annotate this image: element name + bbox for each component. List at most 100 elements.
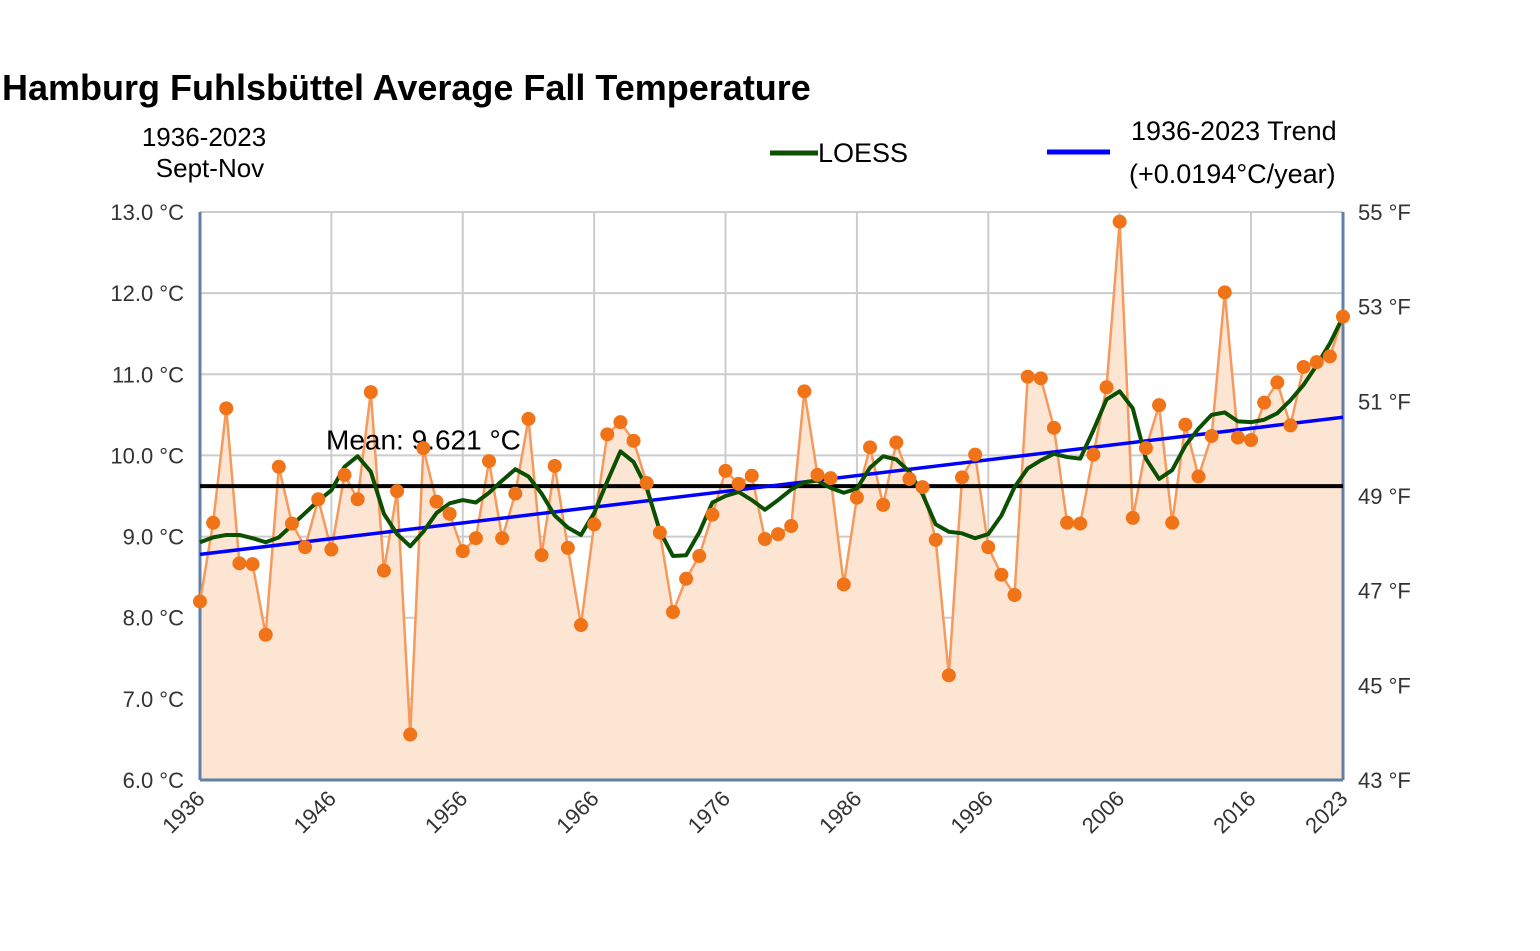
- x-tick-label: 2006: [1077, 786, 1129, 838]
- data-point: [692, 549, 707, 564]
- data-point: [1086, 447, 1101, 462]
- data-point: [574, 618, 588, 633]
- y-right-tick-label: 53 °F: [1358, 295, 1411, 320]
- x-tick-label: 1936: [157, 786, 209, 838]
- data-point: [1138, 441, 1153, 456]
- y-left-tick-label: 13.0 °C: [110, 200, 184, 225]
- y-right-tick-label: 47 °F: [1358, 579, 1411, 604]
- data-point: [468, 531, 483, 546]
- x-tick-label: 1946: [289, 786, 341, 838]
- data-point: [1283, 418, 1298, 433]
- data-point: [941, 668, 956, 683]
- subtitle-season: Sept-Nov: [156, 153, 264, 183]
- data-point: [193, 594, 207, 609]
- data-point: [284, 516, 299, 531]
- data-point: [1270, 375, 1285, 390]
- data-point: [1191, 469, 1206, 484]
- x-tick-label: 1956: [420, 786, 472, 838]
- y-right-tick-label: 45 °F: [1358, 673, 1411, 698]
- data-point: [639, 476, 654, 491]
- data-point: [324, 542, 339, 557]
- data-point: [665, 605, 680, 620]
- data-point: [1165, 515, 1180, 530]
- data-point: [1020, 369, 1035, 384]
- data-point: [1178, 417, 1193, 432]
- data-point: [376, 563, 391, 578]
- x-tick-label: 1996: [946, 786, 998, 838]
- y-left-tick-label: 9.0 °C: [123, 525, 184, 550]
- data-point: [784, 519, 799, 534]
- data-point: [731, 476, 746, 491]
- data-point: [337, 467, 352, 482]
- x-tick-label: 1976: [683, 786, 735, 838]
- data-point: [600, 427, 615, 442]
- data-point: [836, 577, 851, 592]
- data-point: [455, 544, 470, 559]
- chart-title: Hamburg Fuhlsbüttel Average Fall Tempera…: [2, 67, 811, 108]
- data-point: [1336, 309, 1350, 324]
- y-right-tick-label: 55 °F: [1358, 200, 1411, 225]
- data-point: [757, 532, 772, 547]
- data-point: [797, 384, 812, 399]
- data-point: [955, 470, 969, 485]
- y-left-tick-label: 7.0 °C: [123, 687, 184, 712]
- data-point: [206, 515, 221, 530]
- data-point: [652, 525, 667, 540]
- data-point: [849, 490, 864, 505]
- data-point: [744, 468, 759, 483]
- data-point: [1099, 380, 1114, 395]
- data-point: [810, 467, 825, 482]
- data-point: [245, 557, 260, 572]
- data-point: [350, 492, 365, 507]
- y-left-tick-label: 8.0 °C: [123, 606, 184, 631]
- data-point: [495, 531, 510, 546]
- data-point: [390, 484, 405, 499]
- data-point: [1060, 515, 1075, 530]
- data-point: [1125, 510, 1140, 525]
- data-point: [1309, 355, 1324, 370]
- data-point: [928, 532, 943, 547]
- x-tick-label: 1966: [551, 786, 603, 838]
- data-point: [679, 571, 694, 586]
- data-point: [968, 447, 983, 462]
- data-point: [1046, 420, 1061, 435]
- data-point: [626, 433, 641, 448]
- data-point: [823, 471, 838, 486]
- data-area-fill: [200, 221, 1343, 781]
- data-point: [298, 540, 313, 555]
- data-point: [1152, 398, 1167, 413]
- loess-line: [199, 315, 1345, 559]
- data-point: [508, 486, 523, 501]
- legend-trend-rate: (+0.0194°C/year): [1129, 159, 1336, 189]
- y-right-tick-label: 43 °F: [1358, 768, 1411, 793]
- data-point: [547, 458, 562, 473]
- data-point: [1322, 349, 1337, 364]
- x-tick-label: 1986: [814, 786, 866, 838]
- data-point: [915, 480, 930, 495]
- data-point: [902, 471, 917, 486]
- y-left-tick-label: 12.0 °C: [110, 281, 184, 306]
- y-right-tick-label: 49 °F: [1358, 484, 1411, 509]
- data-point: [771, 527, 786, 542]
- y-right-tick-label: 51 °F: [1358, 389, 1411, 414]
- data-point: [1204, 428, 1219, 443]
- data-point: [718, 463, 733, 478]
- x-tick-label: 2023: [1300, 786, 1352, 838]
- legend-loess-label: LOESS: [818, 138, 908, 168]
- data-point: [587, 517, 602, 532]
- data-point: [994, 567, 1009, 582]
- data-point: [363, 385, 378, 400]
- data-point: [403, 727, 418, 742]
- data-point: [219, 401, 234, 416]
- data-point: [232, 556, 247, 571]
- data-point: [705, 507, 720, 522]
- subtitle-years: 1936-2023: [142, 122, 266, 152]
- data-point: [1217, 285, 1232, 300]
- y-left-tick-label: 6.0 °C: [123, 768, 184, 793]
- legend-trend-label: 1936-2023 Trend: [1131, 116, 1337, 146]
- data-point: [1230, 430, 1245, 445]
- data-point: [1073, 516, 1088, 531]
- data-point: [560, 540, 575, 555]
- data-point: [876, 497, 891, 512]
